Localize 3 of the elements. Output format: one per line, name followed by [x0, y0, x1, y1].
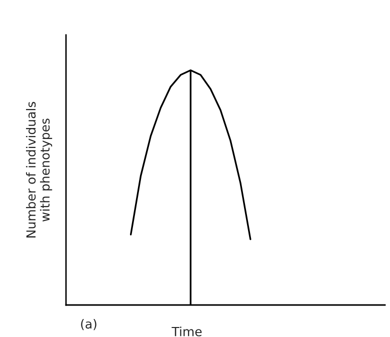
x-axis-title: Time	[172, 326, 202, 336]
text: (a)	[81, 318, 96, 330]
y-axis-title: Number of individuals with phenotypes	[26, 102, 52, 238]
